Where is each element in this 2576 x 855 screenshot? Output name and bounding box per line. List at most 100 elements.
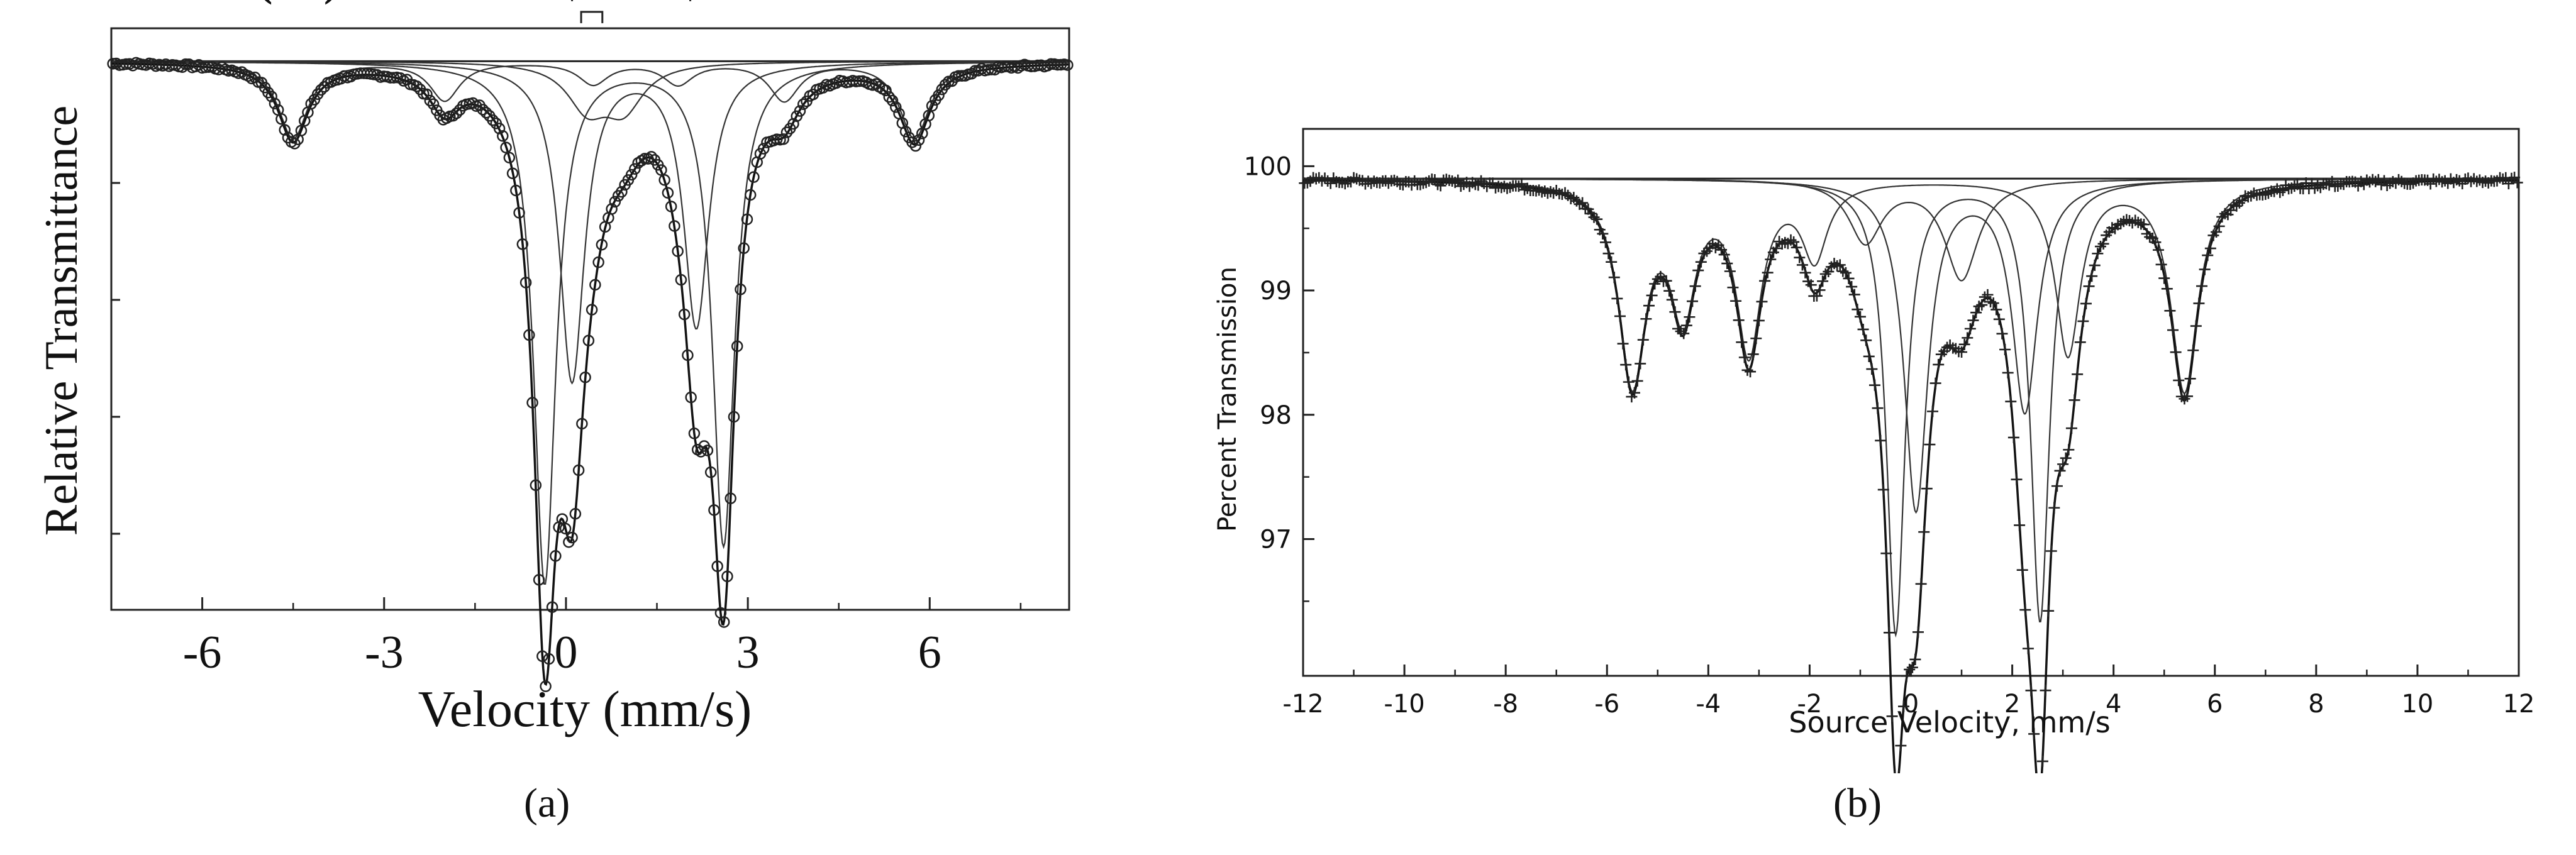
data-point	[2204, 243, 2216, 255]
data-point	[2491, 175, 2503, 187]
data-point	[2196, 280, 2208, 292]
data-point	[1388, 174, 1400, 186]
data-point	[1846, 281, 1858, 293]
data-point	[1964, 323, 1976, 334]
data-point	[2074, 336, 2086, 348]
data-point	[1432, 179, 1444, 190]
data-point	[1843, 272, 1855, 284]
data-point	[1880, 548, 1892, 560]
data-point	[242, 70, 255, 82]
data-point	[394, 72, 406, 84]
data-point	[2153, 244, 2164, 256]
data-point	[2019, 604, 2031, 616]
data-point	[2036, 755, 2048, 767]
data-point	[1382, 177, 1394, 189]
data-point	[748, 171, 760, 183]
data-point	[2057, 458, 2069, 470]
component-fit-doublet-a	[1303, 178, 2519, 638]
data-point	[1828, 258, 1840, 270]
plot-frame	[110, 27, 1070, 611]
data-point	[236, 66, 248, 78]
data-point	[1339, 178, 1351, 190]
data-point	[2378, 175, 2390, 187]
data-point	[744, 189, 757, 201]
data-point	[1950, 343, 1962, 355]
data-point	[2086, 270, 2098, 282]
data-point	[1805, 279, 1817, 291]
data-point	[2138, 219, 2150, 231]
data-point	[2436, 176, 2448, 188]
data-point	[701, 444, 714, 456]
data-point	[2063, 444, 2075, 456]
data-point	[2482, 177, 2494, 189]
data-point	[2002, 367, 2014, 378]
data-point	[2040, 685, 2051, 697]
data-point	[2448, 177, 2460, 189]
data-point	[1672, 323, 1684, 334]
data-point	[1860, 334, 1872, 346]
data-point	[487, 114, 499, 126]
data-point	[1759, 275, 1771, 287]
data-point	[1724, 265, 1736, 277]
data-point	[1716, 244, 1728, 256]
data-point	[1785, 234, 1797, 246]
data-point	[2393, 174, 2404, 185]
data-point	[2219, 207, 2231, 219]
data-point	[2473, 174, 2485, 186]
data-point	[589, 279, 601, 291]
data-point	[2274, 186, 2286, 198]
data-point	[695, 446, 707, 458]
y-tick-label: 98	[1260, 401, 1292, 430]
data-point	[2016, 564, 2028, 576]
data-point	[2306, 177, 2318, 189]
data-point	[682, 349, 694, 361]
data-point	[1695, 256, 1707, 268]
data-point	[731, 340, 743, 352]
data-point	[1924, 439, 1936, 451]
y-tick-label: 100	[1244, 152, 1292, 181]
data-point	[2054, 465, 2066, 477]
data-point	[1915, 578, 1927, 590]
plot-frame	[1302, 128, 2520, 677]
data-point	[655, 164, 667, 176]
data-point	[1623, 376, 1635, 388]
data-point	[1973, 301, 1985, 312]
data-point	[1348, 172, 1360, 184]
data-point	[2213, 220, 2225, 232]
data-point	[2043, 605, 2055, 617]
chart-a-ylabel: Relative Transmittance	[36, 106, 87, 536]
data-point	[1640, 313, 1652, 325]
data-point	[2381, 180, 2393, 192]
data-point	[543, 653, 555, 665]
chart-b-xlabel: Source Velocity, mm/s	[1789, 705, 2110, 739]
y-tick-label: 97	[1260, 526, 1292, 554]
data-point	[1868, 379, 1880, 391]
data-point	[2094, 241, 2106, 253]
data-point	[1516, 178, 1528, 190]
data-point	[2115, 218, 2127, 229]
data-point	[933, 89, 945, 101]
data-point	[2158, 272, 2170, 284]
data-point	[1901, 670, 1913, 682]
data-point	[2060, 452, 2072, 464]
data-point	[2089, 260, 2101, 272]
data-point	[1958, 338, 1970, 350]
data-point	[1987, 297, 1999, 309]
data-point	[2092, 248, 2104, 260]
data-point	[1927, 405, 1939, 417]
data-point	[913, 134, 925, 146]
data-point	[2106, 222, 2118, 234]
data-point	[2260, 188, 2272, 200]
data-point	[1976, 299, 1988, 311]
x-tick-label: 2	[2004, 690, 2020, 719]
data-point	[2332, 180, 2344, 192]
data-point	[1452, 174, 1464, 186]
data-point	[909, 140, 922, 152]
x-tick-label: 4	[2106, 690, 2121, 719]
data-point	[1678, 328, 1690, 339]
data-point	[1979, 291, 1990, 303]
data-point	[216, 61, 228, 73]
x-tick-label: 0	[554, 627, 577, 678]
data-point	[1635, 358, 1646, 370]
data-point	[965, 67, 978, 80]
